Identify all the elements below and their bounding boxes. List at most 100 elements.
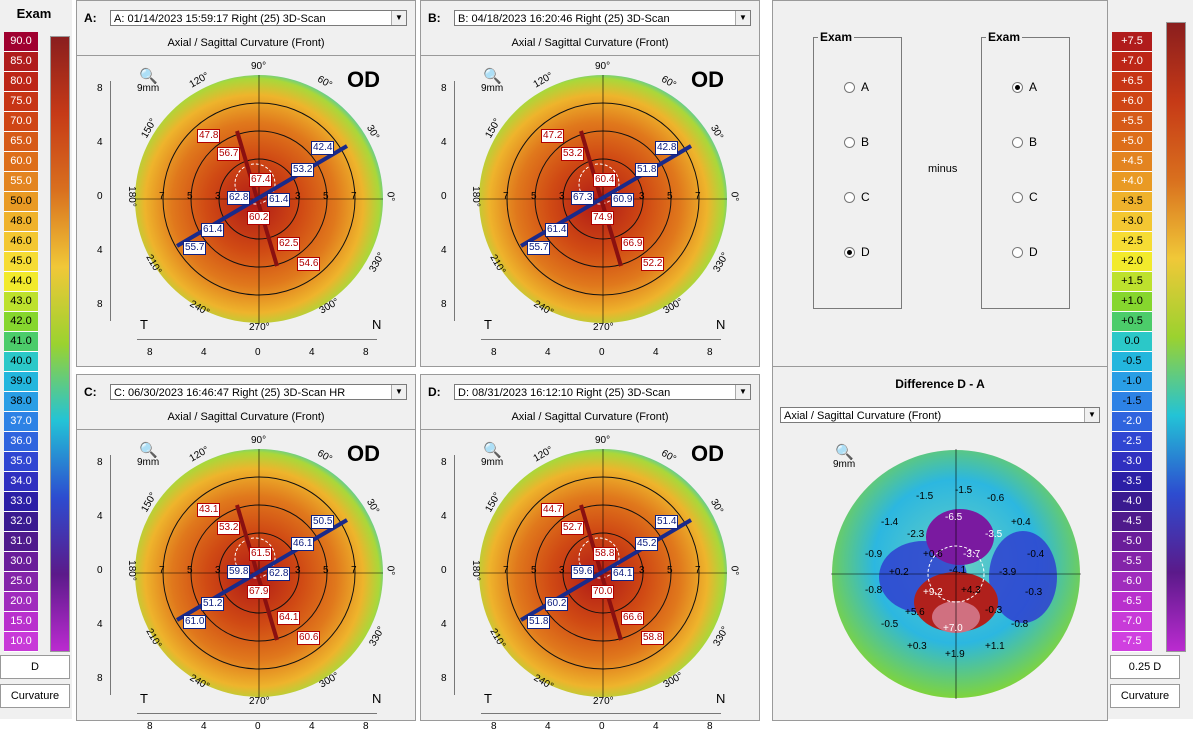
ring-label: 3 (295, 565, 301, 576)
exam-select[interactable]: B: 04/18/2023 16:20:46 Right (25) 3D-Sca… (454, 10, 751, 26)
flat-k-label: 61.4 (545, 223, 569, 237)
difference-value-label: +5.6 (905, 607, 925, 618)
y-axis-tick: 0 (441, 565, 447, 576)
x-axis-tick: 8 (147, 347, 153, 358)
right-scale-swatch: -6.0 (1112, 572, 1152, 592)
left-scale-swatch: 36.0 (4, 432, 38, 452)
map-panel-a: A: A: 01/14/2023 15:59:17 Right (25) 3D-… (76, 0, 416, 367)
flat-k-label: 51.2 (201, 597, 225, 611)
right-scale-swatch: +0.5 (1112, 312, 1152, 332)
difference-map[interactable] (773, 427, 1107, 720)
radio-icon[interactable] (1012, 247, 1023, 259)
difference-blue-zone-right (989, 531, 1057, 623)
search-icon[interactable]: 🔍 (139, 442, 158, 459)
ring-label: 5 (531, 565, 537, 576)
compare-left-option-c[interactable]: C (844, 190, 870, 204)
radio-icon[interactable] (1012, 192, 1023, 204)
compare-left-option-a[interactable]: A (844, 80, 869, 94)
flat-k-label: 67.3 (571, 191, 595, 205)
search-icon[interactable]: 🔍 (139, 68, 158, 85)
temporal-label: T (140, 317, 148, 332)
y-axis-tick: 0 (97, 565, 103, 576)
exam-select[interactable]: D: 08/31/2023 16:12:10 Right (25) 3D-Sca… (454, 384, 751, 400)
radio-icon[interactable] (1012, 82, 1023, 94)
temporal-label: T (140, 691, 148, 706)
difference-value-label: +1.1 (985, 641, 1005, 652)
right-scale-swatch: +1.5 (1112, 272, 1152, 292)
radio-icon[interactable] (844, 192, 855, 204)
difference-value-label: +0.3 (907, 641, 927, 652)
exam-select[interactable]: C: 06/30/2023 16:46:47 Right (25) 3D-Sca… (110, 384, 407, 400)
difference-value-label: +9.2 (923, 587, 943, 598)
left-scale-mode[interactable]: Curvature (0, 684, 70, 708)
left-scale-swatch: 42.0 (4, 312, 38, 332)
chevron-down-icon[interactable]: ▼ (1084, 408, 1099, 422)
chevron-down-icon[interactable]: ▼ (391, 11, 406, 25)
right-scale-swatch: -0.5 (1112, 352, 1152, 372)
flat-k-label: 53.2 (291, 163, 315, 177)
x-axis-tick: 8 (491, 347, 497, 358)
compare-right-option-b[interactable]: B (1012, 135, 1037, 149)
nasal-label: N (372, 691, 382, 706)
compare-left-option-d[interactable]: D (844, 245, 870, 259)
right-scale-swatch: -2.0 (1112, 412, 1152, 432)
deg-270: 270° (593, 696, 614, 707)
difference-value-label: -0.6 (987, 493, 1005, 504)
search-icon[interactable]: 🔍 (483, 442, 502, 459)
deg-180: 180° (469, 560, 481, 581)
exam-select[interactable]: A: 01/14/2023 15:59:17 Right (25) 3D-Sca… (110, 10, 407, 26)
radio-icon[interactable] (844, 247, 855, 259)
left-scale-swatch: 44.0 (4, 272, 38, 292)
right-scale-swatch: +4.5 (1112, 152, 1152, 172)
deg-90: 90° (251, 435, 267, 446)
left-color-scale: Exam 90.0 85.0 80.0 75.0 70.0 65.0 60.0 55.0 50.… (0, 0, 72, 719)
x-axis-tick: 8 (491, 721, 497, 732)
steep-k-label: 62.5 (277, 237, 301, 251)
compare-right-option-a[interactable]: A (1012, 80, 1037, 94)
right-scale-swatch: -6.5 (1112, 592, 1152, 612)
y-axis-tick: 4 (441, 245, 447, 256)
ring-label: 5 (667, 565, 673, 576)
search-icon[interactable]: 🔍 (835, 444, 854, 461)
ring-label: 7 (695, 191, 701, 202)
temporal-label: T (484, 317, 492, 332)
left-scale-swatch: 60.0 (4, 152, 38, 172)
map-mode-label: Axial / Sagittal Curvature (Front) (167, 411, 325, 423)
right-scale-unit[interactable]: 0.25 D (1110, 655, 1180, 679)
y-axis-tick: 4 (441, 511, 447, 522)
left-scale-unit[interactable]: D (0, 655, 70, 679)
chevron-down-icon[interactable]: ▼ (735, 11, 750, 25)
left-scale-swatch: 30.0 (4, 552, 38, 572)
chevron-down-icon[interactable]: ▼ (735, 385, 750, 399)
y-axis-tick: 8 (97, 299, 103, 310)
x-axis-tick: 8 (363, 721, 369, 732)
right-scale-swatch: -1.5 (1112, 392, 1152, 412)
radio-icon[interactable] (844, 82, 855, 94)
chevron-down-icon[interactable]: ▼ (391, 385, 406, 399)
right-scale-mode[interactable]: Curvature (1110, 684, 1180, 708)
exam-select-value: D: 08/31/2023 16:12:10 Right (25) 3D-Sca… (458, 387, 671, 399)
search-icon[interactable]: 🔍 (483, 68, 502, 85)
x-axis-tick: 4 (545, 721, 551, 732)
x-axis-tick: 0 (255, 721, 261, 732)
left-scale-swatch: 38.0 (4, 392, 38, 412)
compare-left-option-b[interactable]: B (844, 135, 869, 149)
y-axis-tick: 8 (441, 673, 447, 684)
compare-right-option-d[interactable]: D (1012, 245, 1038, 259)
map-mode-label: Axial / Sagittal Curvature (Front) (511, 411, 669, 423)
x-axis-tick: 8 (707, 721, 713, 732)
left-scale-swatch: 75.0 (4, 92, 38, 112)
compare-right-group: Exam A B C D (981, 30, 1070, 309)
eye-label: OD (691, 67, 724, 92)
right-scale-swatch: +6.0 (1112, 92, 1152, 112)
radio-icon[interactable] (844, 137, 855, 149)
difference-mode-select[interactable]: Axial / Sagittal Curvature (Front) ▼ (780, 407, 1100, 423)
radio-icon[interactable] (1012, 137, 1023, 149)
x-axis-tick: 8 (363, 347, 369, 358)
ring-label: 3 (639, 565, 645, 576)
y-axis-tick: 8 (97, 457, 103, 468)
difference-value-label: -2.3 (907, 529, 925, 540)
difference-value-label: +0.4 (1011, 517, 1031, 528)
steep-k-label: 66.9 (621, 237, 645, 251)
compare-right-option-c[interactable]: C (1012, 190, 1038, 204)
